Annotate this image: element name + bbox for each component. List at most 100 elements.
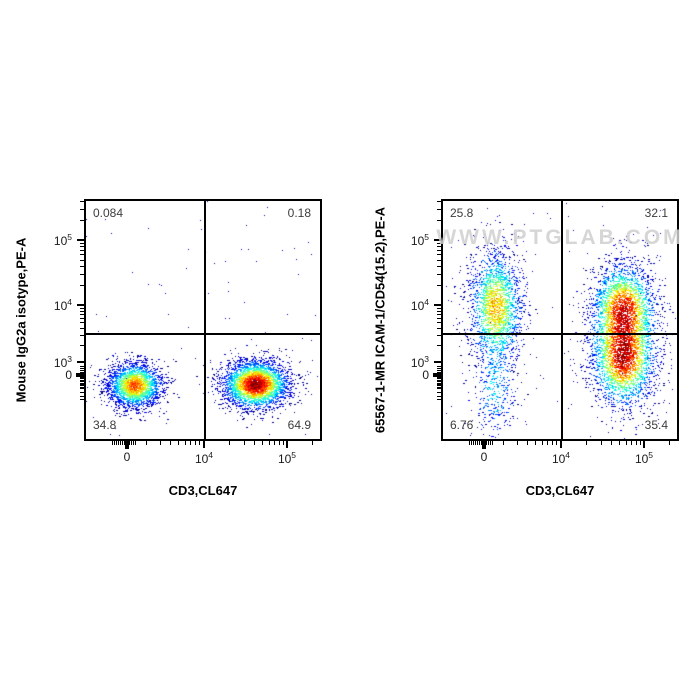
x-axis-minor-tick [625, 441, 627, 445]
y-axis-major-tick [77, 238, 84, 241]
quadrant-percent-bottom-right: 64.9 [287, 418, 311, 432]
y-axis-minor-tick [437, 334, 441, 336]
x-axis-minor-tick [278, 441, 280, 445]
x-axis-minor-tick [274, 441, 276, 445]
y-axis-tick-label: 105 [410, 231, 429, 248]
quadrant-gate-horizontal-line [86, 333, 320, 336]
x-axis-minor-tick [119, 441, 121, 445]
x-axis-label: CD3,CL647 [525, 483, 595, 498]
y-axis-minor-tick [80, 376, 84, 378]
x-axis-major-tick [125, 441, 129, 449]
quadrant-gate-vertical-line [203, 201, 206, 439]
y-axis-ticks: 105 104 103 0 [0, 199, 84, 441]
x-axis-minor-tick [243, 441, 245, 445]
x-axis-minor-tick [480, 441, 482, 445]
y-axis-minor-tick [437, 200, 441, 202]
y-axis-minor-tick [80, 313, 84, 315]
quadrant-gate-horizontal-line [443, 333, 677, 336]
x-axis-minor-tick [198, 441, 200, 445]
x-axis-minor-tick [640, 441, 642, 445]
y-axis-minor-tick [437, 250, 441, 252]
x-axis-major-tick [202, 441, 205, 448]
x-axis-minor-tick [488, 441, 490, 445]
quadrant-gate-vertical-line [560, 201, 563, 439]
y-axis-minor-tick [80, 344, 84, 346]
x-axis-minor-tick [635, 441, 637, 445]
y-axis-minor-tick [80, 365, 84, 367]
x-axis-minor-tick [133, 441, 135, 445]
y-axis-minor-tick [437, 220, 441, 222]
y-axis-major-tick [434, 361, 441, 363]
y-axis-minor-tick [80, 285, 84, 287]
x-axis-minor-tick [472, 441, 474, 445]
y-axis-minor-tick [437, 285, 441, 287]
x-axis-minor-tick [178, 441, 180, 445]
plot-frame: WWW.PTGLAB.COM 25.8 32.1 6.76 35.4 [436, 199, 681, 441]
y-axis-minor-tick [437, 254, 441, 256]
x-axis-minor-tick [631, 441, 633, 445]
y-axis-minor-tick [437, 242, 441, 244]
x-axis-minor-tick [112, 441, 114, 445]
x-axis-tick-label: 0 [480, 450, 488, 464]
x-axis-minor-tick [474, 441, 476, 445]
y-axis-minor-tick [437, 313, 441, 315]
x-axis-minor-tick [115, 441, 117, 445]
x-axis-minor-tick [262, 441, 263, 445]
y-axis-major-tick [434, 303, 441, 306]
y-axis-minor-tick [80, 242, 84, 244]
y-axis-minor-tick [437, 369, 441, 371]
y-axis-minor-tick [80, 382, 84, 384]
x-axis-minor-tick [134, 441, 136, 445]
y-axis-minor-tick [80, 386, 84, 388]
y-axis-minor-tick [437, 384, 441, 385]
quadrant-percent-top-right: 0.18 [287, 206, 311, 220]
y-axis-minor-tick [80, 399, 84, 401]
y-axis-minor-tick [437, 371, 441, 373]
x-axis-major-tick [285, 441, 288, 448]
x-axis-minor-tick [490, 441, 492, 445]
y-axis-minor-tick [437, 317, 441, 319]
x-axis-minor-tick [117, 441, 119, 445]
y-axis-tick-label: 105 [53, 231, 72, 248]
y-axis-minor-tick [80, 200, 84, 202]
x-axis-minor-tick [145, 441, 147, 445]
x-axis-minor-tick [482, 441, 484, 445]
y-axis-tick-label: 103 [410, 354, 429, 370]
y-axis-minor-tick [437, 399, 441, 401]
x-axis-minor-tick [253, 441, 255, 445]
y-axis-major-tick [434, 238, 441, 241]
y-axis-minor-tick [80, 254, 84, 256]
x-axis-minor-tick [517, 441, 519, 445]
y-axis-minor-tick [437, 388, 441, 390]
y-axis-minor-tick [437, 209, 441, 211]
x-axis-minor-tick [121, 441, 123, 445]
quadrant-percent-top-left: 25.8 [450, 206, 474, 220]
y-axis-minor-tick [437, 344, 441, 346]
y-axis-minor-tick [80, 367, 84, 369]
y-axis-major-tick [433, 373, 441, 377]
x-axis-tick-label: 105 [277, 450, 297, 466]
plot-frame: 0.084 0.18 34.8 64.9 [84, 199, 322, 441]
x-axis-minor-tick [541, 441, 543, 445]
x-axis-minor-tick [469, 441, 471, 445]
x-axis-minor-tick [170, 441, 172, 445]
y-axis-minor-tick [80, 273, 84, 275]
x-axis-minor-tick [123, 441, 125, 445]
y-axis-minor-tick [80, 259, 84, 261]
x-axis-tick-label: 104 [194, 450, 214, 466]
quadrant-percent-top-right: 32.1 [644, 206, 668, 220]
y-axis-tick-label: 104 [53, 296, 72, 313]
y-axis-minor-tick [437, 373, 441, 375]
y-axis-minor-tick [80, 388, 84, 390]
y-axis-minor-tick [437, 365, 441, 367]
y-axis-minor-tick [437, 391, 441, 393]
y-axis-minor-tick [437, 382, 441, 384]
x-axis-major-tick [559, 441, 562, 448]
x-axis-minor-tick [190, 441, 192, 445]
y-axis-minor-tick [80, 384, 84, 385]
x-axis-minor-tick [129, 441, 131, 445]
y-axis-minor-tick [437, 376, 441, 378]
y-axis-tick-label: 0 [65, 368, 72, 382]
y-axis-minor-tick [80, 395, 84, 397]
x-axis-minor-tick [610, 441, 612, 445]
